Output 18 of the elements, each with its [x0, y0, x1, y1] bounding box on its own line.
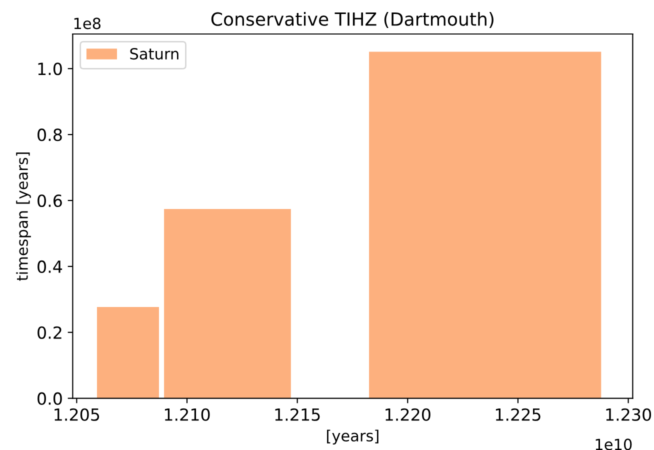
x-tick-label: 1.230 — [606, 408, 652, 421]
x-tick-label: 1.215 — [275, 408, 320, 421]
x-tick-label: 1.205 — [54, 408, 100, 421]
y-axis-title: timespan [years] — [16, 152, 31, 281]
x-tick-label: 1.225 — [496, 408, 540, 421]
y-tick-label: 0.8 — [38, 128, 62, 142]
x-tick-label: 1.220 — [386, 408, 430, 421]
x-axis-title: [years] — [327, 430, 378, 444]
text: 1e10 — [596, 438, 632, 450]
y-tick-label: 0.0 — [38, 392, 62, 405]
y-tick-label: 0.4 — [38, 260, 62, 273]
legend-label: Saturn — [130, 48, 178, 60]
y-tick-label: 0.2 — [38, 326, 62, 339]
x-tick-label: 1.210 — [164, 408, 210, 421]
chart-title: Conservative TIHZ (Dartmouth) — [211, 12, 494, 28]
text: 1e8 — [74, 18, 100, 30]
y-tick-label: 1.0 — [38, 62, 62, 76]
y-tick-label: 0.6 — [38, 194, 62, 208]
